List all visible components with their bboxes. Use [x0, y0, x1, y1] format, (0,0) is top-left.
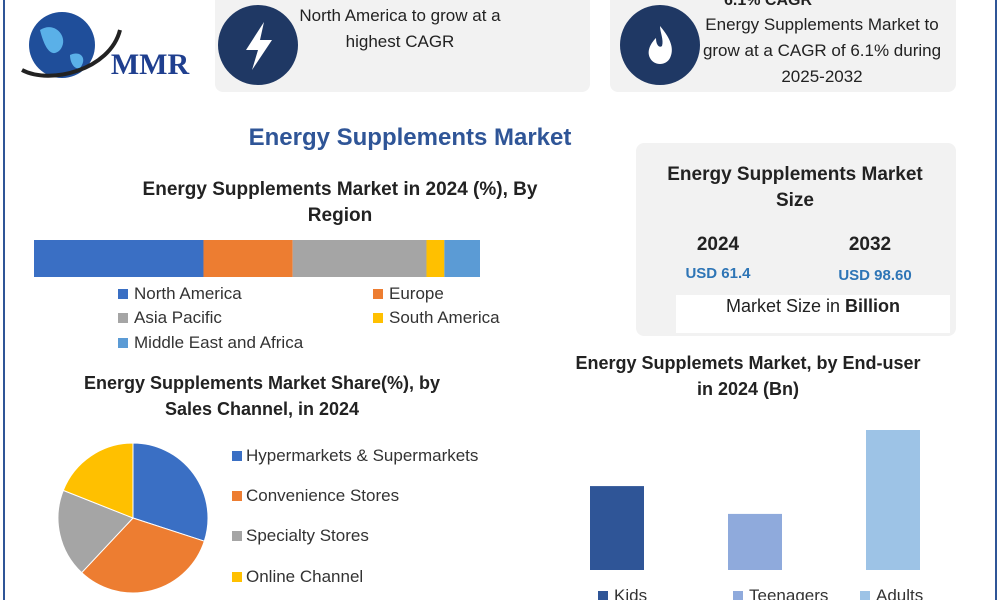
- size-note-text: Market Size in: [725, 296, 841, 316]
- card: [610, 0, 956, 92]
- size-year: 2032: [848, 234, 892, 255]
- frame: [3, 0, 997, 600]
- flame-icon: [648, 26, 672, 64]
- legend-swatch: [118, 313, 128, 323]
- legend-swatch: [232, 491, 242, 501]
- pie-slice: [80, 517, 205, 594]
- icon: [620, 5, 700, 85]
- bar-segment: [203, 240, 293, 277]
- bar-segment: [34, 240, 204, 277]
- bar: [728, 513, 782, 570]
- legend-label: Kids: [614, 586, 648, 600]
- chart-title: Energy Supplements Market Share(%), by S…: [83, 373, 441, 419]
- legend-label: Convenience Stores: [246, 486, 400, 505]
- size-value: USD 61.4: [685, 265, 751, 282]
- card-text: Energy Supplements Market to grow at a C…: [702, 15, 942, 86]
- legend-label: Teenagers: [749, 586, 829, 600]
- size-unit: Billion: [845, 296, 901, 316]
- legend-label: North America: [134, 284, 242, 303]
- chart-title: Energy Supplemets Market, by End-user in…: [575, 353, 921, 399]
- size-value: USD 98.60: [838, 267, 912, 284]
- size-title: Energy Supplements Market Size: [667, 164, 923, 211]
- legend-swatch: [733, 591, 743, 600]
- page-title: Energy Supplements Market: [248, 124, 572, 151]
- pie-slice: [62, 442, 134, 519]
- card-heading: 6.1% CAGR: [723, 0, 813, 9]
- legend-swatch: [232, 531, 242, 541]
- bar-segment: [444, 240, 480, 277]
- size-strip: [676, 295, 950, 333]
- logo-text: MMR: [110, 48, 190, 81]
- legend-label: Asia Pacific: [134, 308, 222, 327]
- bar-segment: [426, 240, 445, 277]
- legend-swatch: [118, 338, 128, 348]
- legend-label: Europe: [389, 284, 444, 303]
- legend-swatch: [373, 313, 383, 323]
- size-card: [636, 143, 956, 336]
- legend-label: Specialty Stores: [246, 526, 369, 545]
- legend-label: Adults: [876, 586, 924, 600]
- bar: [866, 430, 920, 570]
- legend-swatch: [232, 451, 242, 461]
- legend-label: South America: [389, 308, 500, 327]
- pie-slice: [132, 442, 209, 542]
- bolt-icon: [246, 22, 272, 70]
- legend-swatch: [232, 572, 242, 582]
- legend-swatch: [860, 591, 870, 600]
- card: [215, 0, 590, 92]
- legend-swatch: [598, 591, 608, 600]
- size-note: Market Size in Billion: [676, 293, 950, 319]
- size-year: 2024: [696, 234, 740, 255]
- logo-land: [40, 27, 84, 69]
- bar: [590, 486, 644, 570]
- legend-label: Online Channel: [246, 567, 364, 586]
- logo-swoosh: [21, 29, 122, 78]
- legend-label: Hypermarkets & Supermarkets: [246, 446, 479, 465]
- chart-title: Energy Supplements Market in 2024 (%), B…: [142, 179, 538, 226]
- legend-swatch: [373, 289, 383, 299]
- bar-segment: [292, 240, 427, 277]
- card-text: North America to grow at a highest CAGR: [299, 6, 501, 51]
- legend-label: Middle East and Africa: [134, 333, 304, 352]
- legend-swatch: [118, 289, 128, 299]
